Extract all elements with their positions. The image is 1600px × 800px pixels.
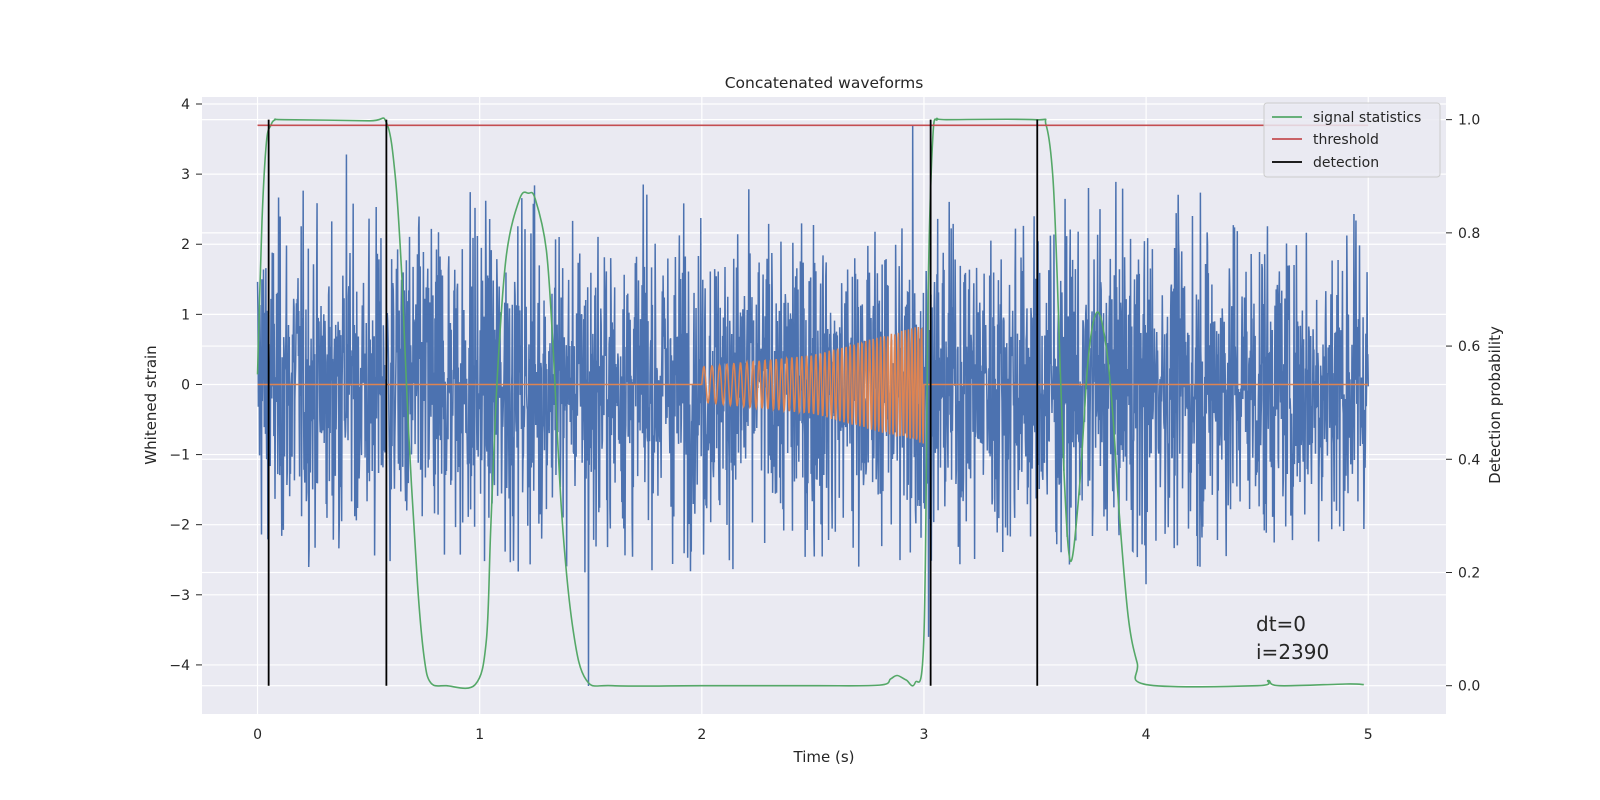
y-left-tick-label: 0 <box>181 377 190 393</box>
y-left-tick-label: 4 <box>181 97 190 113</box>
y-right-tick-label: 0.2 <box>1458 565 1480 581</box>
x-tick-label: 4 <box>1142 727 1151 743</box>
legend-label-detection: detection <box>1313 155 1379 171</box>
y-right-axis-ticks: 1.0 0.8 0.6 0.4 0.2 0.0 <box>1446 113 1480 695</box>
x-tick-label: 5 <box>1364 727 1373 743</box>
x-axis-ticks: 0 1 2 3 4 5 <box>253 727 1373 743</box>
y-left-axis-ticks: 4 3 2 1 0 −1 −2 −3 −4 <box>169 97 202 674</box>
legend-label-signal-statistics: signal statistics <box>1313 110 1421 126</box>
y-left-tick-label: 3 <box>181 167 190 183</box>
annotation-dt: dt=0 <box>1256 612 1306 636</box>
y-left-tick-label: −1 <box>169 448 190 464</box>
x-tick-label: 2 <box>697 727 706 743</box>
series-detection-lines <box>267 119 1039 686</box>
x-axis-label: Time (s) <box>793 748 855 766</box>
y-right-tick-label: 0.0 <box>1458 679 1480 695</box>
y-left-tick-label: −3 <box>169 588 190 604</box>
x-tick-label: 3 <box>920 727 929 743</box>
series-signal-statistics-line <box>256 117 1364 690</box>
x-tick-label: 1 <box>475 727 484 743</box>
chart-title: Concatenated waveforms <box>725 74 924 92</box>
y-right-tick-label: 0.4 <box>1458 452 1480 468</box>
series-chirp-line <box>257 326 1369 444</box>
y-left-axis-label: Whitened strain <box>142 345 160 464</box>
y-left-tick-label: −4 <box>169 658 190 674</box>
y-left-tick-label: −2 <box>169 518 190 534</box>
y-right-tick-label: 1.0 <box>1458 113 1480 129</box>
y-right-tick-label: 0.8 <box>1458 226 1480 242</box>
x-tick-label: 0 <box>253 727 262 743</box>
y-right-axis-label: Detection probability <box>1486 326 1504 484</box>
y-left-tick-label: 1 <box>181 307 190 323</box>
y-left-tick-label: 2 <box>181 237 190 253</box>
legend-box <box>1263 102 1441 178</box>
legend: signal statistics threshold detection <box>1263 102 1441 178</box>
legend-label-threshold: threshold <box>1313 132 1379 148</box>
annotation-i: i=2390 <box>1256 640 1329 664</box>
y-right-tick-label: 0.6 <box>1458 339 1480 355</box>
